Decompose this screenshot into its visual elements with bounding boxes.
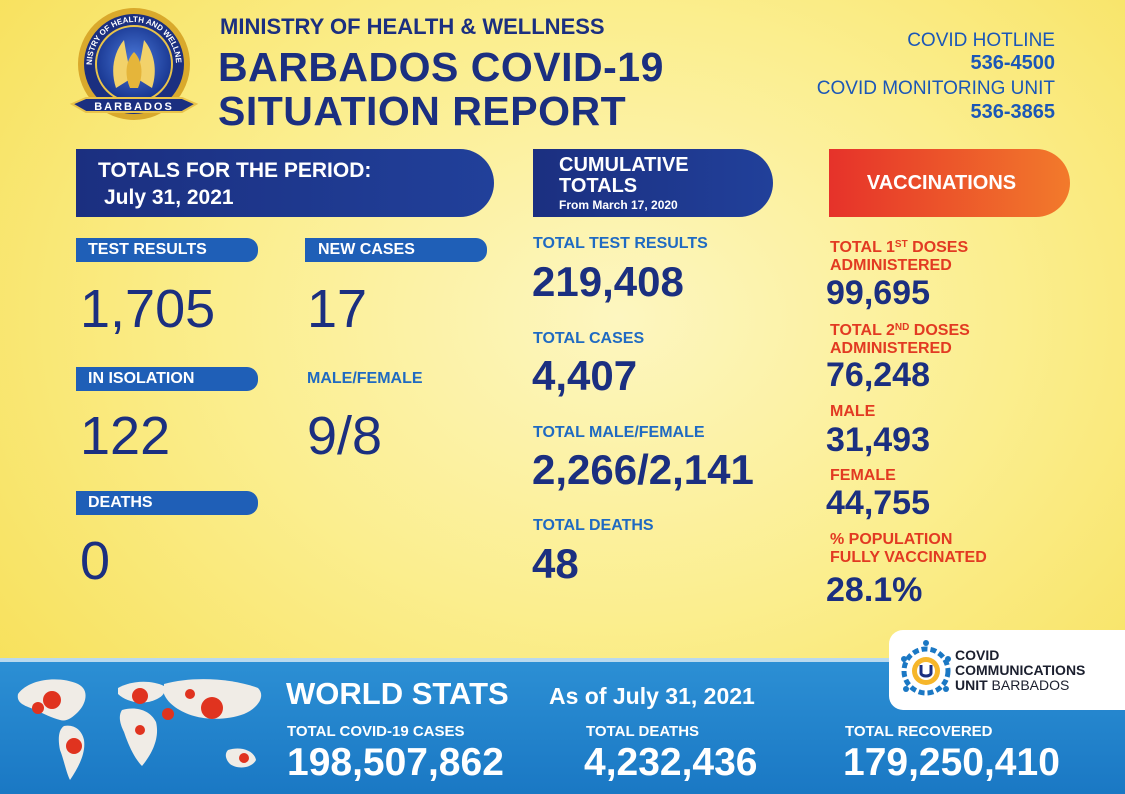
male-female-label: MALE/FEMALE	[307, 370, 423, 387]
period-banner	[76, 149, 494, 217]
total-test-results-label: TOTAL TEST RESULTS	[533, 235, 708, 252]
isolation-pill	[76, 367, 258, 391]
test-results-pill	[76, 238, 258, 262]
total-male-female-value: 2,266/2,141	[532, 446, 754, 493]
hotline-label: COVID HOTLINE	[907, 30, 1055, 51]
ccu-line1: COVID	[955, 647, 1000, 663]
total-test-results-value: 219,408	[532, 258, 684, 305]
deaths-label: DEATHS	[88, 494, 153, 511]
test-results-label: TEST RESULTS	[88, 241, 207, 258]
ccu-line2: COMMUNICATIONS	[955, 662, 1086, 678]
second-doses-label: TOTAL 2ND DOSES ADMINISTERED	[830, 322, 970, 357]
report-title-line2: SITUATION REPORT	[218, 88, 627, 134]
ministry-name: MINISTRY OF HEALTH & WELLNESS	[220, 14, 605, 39]
isolation-label: IN ISOLATION	[88, 370, 195, 387]
deaths-value: 0	[80, 531, 111, 591]
monitoring-unit-label: COVID MONITORING UNIT	[816, 78, 1055, 99]
world-cases-label: TOTAL COVID-19 CASES	[287, 723, 465, 740]
second-doses-value: 76,248	[826, 356, 930, 394]
male-female-value: 9/8	[307, 406, 383, 466]
monitoring-unit-number: 536-3865	[970, 101, 1055, 123]
cumulative-heading-line1: CUMULATIVE	[559, 154, 689, 176]
world-map-virus-icon	[8, 664, 276, 788]
period-date: July 31, 2021	[104, 186, 234, 209]
first-doses-label: TOTAL 1ST DOSES ADMINISTERED	[830, 239, 969, 274]
vaccinated-male-value: 31,493	[826, 421, 930, 459]
test-results-value: 1,705	[80, 279, 216, 339]
total-cases-label: TOTAL CASES	[533, 330, 645, 347]
covid-communications-unit-logo	[896, 635, 956, 703]
period-heading: TOTALS FOR THE PERIOD:	[98, 159, 372, 182]
cumulative-heading-line2: TOTALS	[559, 175, 638, 197]
world-cases-value: 198,507,862	[287, 741, 504, 784]
new-cases-pill	[305, 238, 487, 262]
ccu-line3: UNIT BARBADOS	[955, 677, 1070, 693]
world-recovered-value: 179,250,410	[843, 741, 1060, 784]
ministry-seal-icon: BARBADOS MINISTRY OF HEALTH AND WELLNESS	[63, 0, 206, 132]
world-stats-date: As of July 31, 2021	[549, 683, 755, 709]
cumulative-since-date: From March 17, 2020	[559, 198, 678, 212]
report-title-line1: BARBADOS COVID-19	[218, 44, 664, 90]
total-cases-value: 4,407	[532, 352, 638, 399]
cumulative-banner	[533, 149, 773, 217]
population-vaccinated-value: 28.1%	[826, 571, 923, 609]
first-doses-value: 99,695	[826, 274, 930, 312]
world-deaths-label: TOTAL DEATHS	[586, 723, 700, 740]
new-cases-label: NEW CASES	[318, 241, 415, 258]
total-deaths-value: 48	[532, 540, 579, 587]
world-recovered-label: TOTAL RECOVERED	[845, 723, 993, 740]
world-deaths-value: 4,232,436	[584, 741, 758, 784]
total-deaths-label: TOTAL DEATHS	[533, 517, 654, 534]
vaccinated-male-label: MALE	[830, 403, 876, 420]
vaccinations-banner	[829, 149, 1070, 217]
vaccinated-female-value: 44,755	[826, 484, 930, 522]
hotline-number: 536-4500	[970, 52, 1055, 74]
seal-text-bottom: BARBADOS	[94, 101, 174, 113]
total-male-female-label: TOTAL MALE/FEMALE	[533, 424, 705, 441]
vaccinations-heading: VACCINATIONS	[866, 172, 1017, 194]
new-cases-value: 17	[307, 279, 368, 339]
population-vaccinated-label: % POPULATION FULLY VACCINATED	[830, 531, 987, 566]
deaths-pill	[76, 491, 258, 515]
world-stats-title: WORLD STATS	[286, 676, 509, 711]
vaccinated-female-label: FEMALE	[830, 467, 896, 484]
isolation-value: 122	[80, 406, 171, 466]
